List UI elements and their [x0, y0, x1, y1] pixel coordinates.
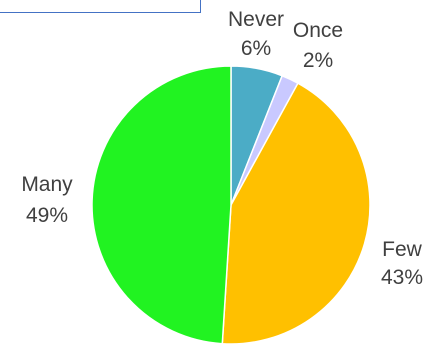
slice-label-value-few: 43%	[381, 266, 423, 289]
slice-label-value-never: 6%	[241, 37, 271, 60]
slice-label-name-never: Never	[228, 8, 284, 31]
pie-slice-many	[91, 65, 232, 345]
slice-label-name-few: Few	[382, 238, 423, 261]
pie-slices	[91, 65, 371, 345]
slice-label-value-many: 49%	[26, 204, 68, 227]
slice-label-value-once: 2%	[303, 49, 333, 72]
pie-labels: Never 6% Once 2% Few 43% Many 49%	[21, 8, 423, 289]
slice-label-name-many: Many	[21, 173, 73, 196]
pie-slice-few	[221, 82, 371, 345]
chart-frame-border	[0, 0, 201, 13]
slice-label-name-once: Once	[293, 19, 343, 42]
